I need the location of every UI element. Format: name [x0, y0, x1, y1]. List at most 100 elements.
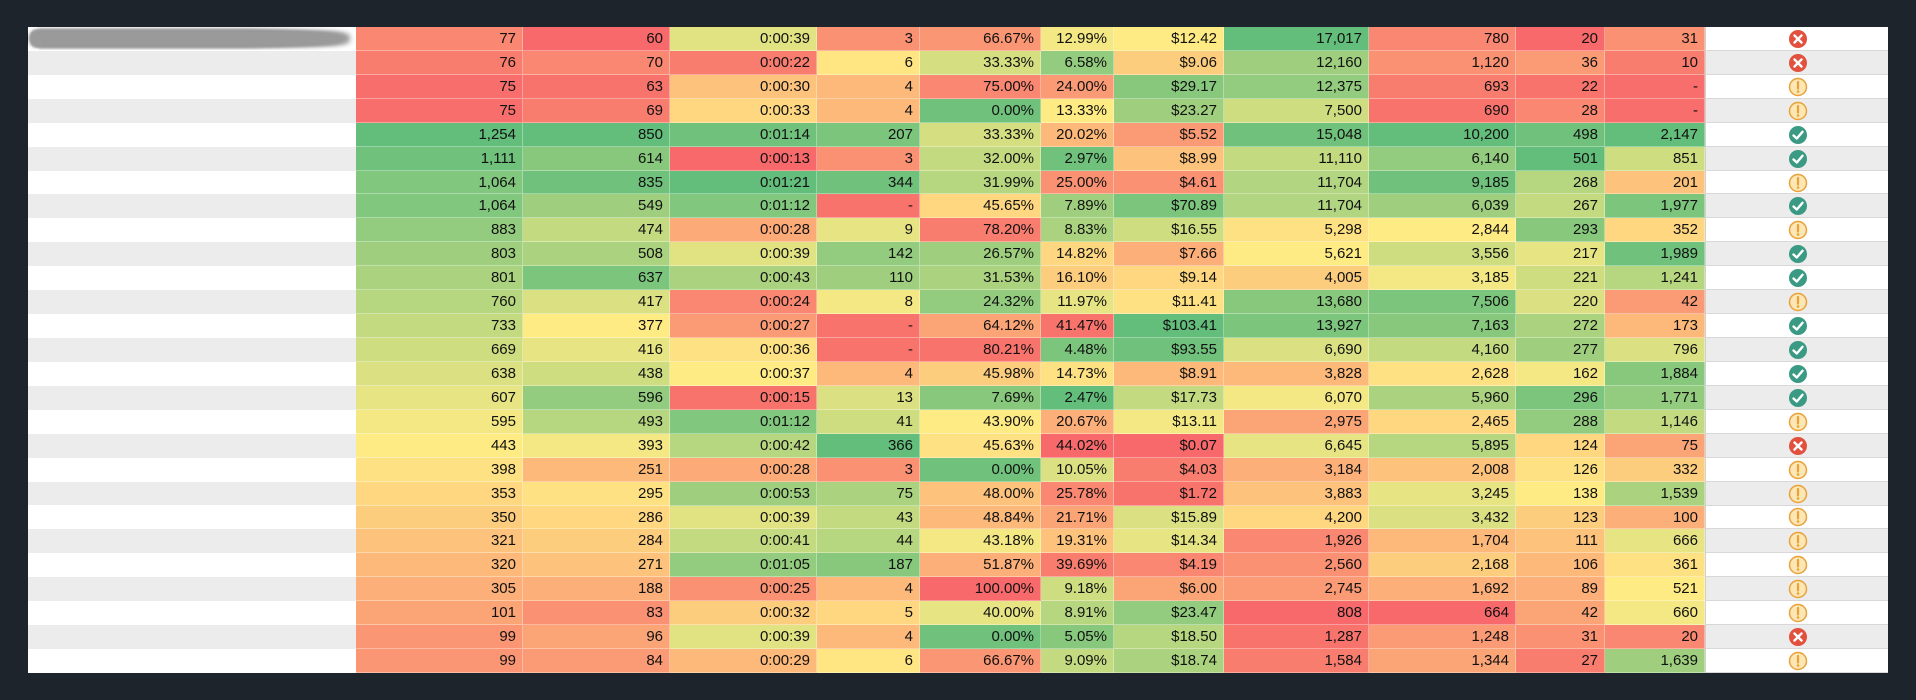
cell: 4 — [817, 625, 920, 650]
cell: 3,184 — [1224, 457, 1369, 482]
cell: $5.52 — [1114, 122, 1224, 147]
icon-part — [1791, 273, 1804, 283]
status-icon — [1788, 388, 1807, 407]
cell: 6,140 — [1369, 146, 1516, 171]
cell: 1,254 — [356, 122, 523, 147]
icon-part — [1791, 321, 1804, 331]
cell: 3 — [817, 146, 920, 171]
row-name — [28, 34, 356, 362]
cell: 39.69% — [1041, 553, 1114, 578]
cell: 0:00:27 — [670, 314, 817, 339]
cell: 17,017 — [1224, 27, 1369, 51]
cell: 1,064 — [356, 194, 523, 219]
cell: 1,884 — [1605, 361, 1705, 386]
cell: 3 — [817, 457, 920, 482]
cell: 66.67% — [920, 27, 1041, 51]
cell: 353 — [356, 481, 523, 506]
cell: $93.55 — [1114, 338, 1224, 362]
cell: 16.10% — [1041, 266, 1114, 291]
icon-part — [1791, 393, 1804, 403]
cell: 43.18% — [920, 529, 1041, 554]
cell: 9 — [817, 218, 920, 243]
cell: 5,895 — [1369, 433, 1516, 458]
row-name — [28, 34, 356, 338]
icon-part — [1792, 632, 1803, 642]
cell: 0:00:39 — [670, 505, 817, 530]
cell: 40.00% — [920, 601, 1041, 626]
cell: $23.27 — [1114, 98, 1224, 123]
cell: 64.12% — [920, 314, 1041, 339]
cell: 8.83% — [1041, 218, 1114, 243]
cell: $1.72 — [1114, 481, 1224, 506]
cell: 75 — [356, 98, 523, 123]
cell: 100.00% — [920, 577, 1041, 602]
cell: 21.71% — [1041, 505, 1114, 530]
cell: 99 — [356, 649, 523, 673]
row-name — [28, 34, 356, 386]
cell: 220 — [1516, 290, 1605, 315]
cell: 80.21% — [920, 338, 1041, 362]
cell: 173 — [1605, 314, 1705, 339]
status-icon — [1788, 125, 1807, 144]
cell: $0.07 — [1114, 433, 1224, 458]
cell: 45.98% — [920, 361, 1041, 386]
icon-part — [1796, 89, 1799, 93]
icon-part — [1791, 130, 1804, 140]
cell: 268 — [1516, 170, 1605, 195]
cell: 0:00:32 — [670, 601, 817, 626]
cell: 0:00:22 — [670, 50, 817, 75]
cell: 366 — [817, 433, 920, 458]
cell: 501 — [1516, 146, 1605, 171]
cell: - — [817, 314, 920, 339]
status-cell — [1705, 146, 1888, 171]
cell: 0:00:28 — [670, 218, 817, 243]
cell: 13.33% — [1041, 98, 1114, 123]
status-icon — [1788, 364, 1807, 383]
status-cell — [1705, 314, 1888, 339]
cell: 33.33% — [920, 50, 1041, 75]
cell: 1,064 — [356, 170, 523, 195]
cell: 1,692 — [1369, 577, 1516, 602]
cell: 7,500 — [1224, 98, 1369, 123]
row-name — [28, 34, 356, 626]
cell: 637 — [523, 266, 670, 291]
cell: 25.00% — [1041, 170, 1114, 195]
cell: 344 — [817, 170, 920, 195]
cell: 1,146 — [1605, 409, 1705, 434]
cell: 0:00:42 — [670, 433, 817, 458]
cell: 3,432 — [1369, 505, 1516, 530]
cell: $11.41 — [1114, 290, 1224, 315]
cell: 6,039 — [1369, 194, 1516, 219]
cell: 99 — [356, 625, 523, 650]
cell: 96 — [523, 625, 670, 650]
icon-part — [1796, 568, 1799, 572]
icon-part — [1788, 317, 1807, 336]
cell: 498 — [1516, 122, 1605, 147]
cell: 0:00:25 — [670, 577, 817, 602]
cell: 9.18% — [1041, 577, 1114, 602]
cell: 361 — [1605, 553, 1705, 578]
cell: $18.50 — [1114, 625, 1224, 650]
cell: 295 — [523, 481, 670, 506]
status-icon — [1788, 101, 1807, 120]
cell: 41.47% — [1041, 314, 1114, 339]
status-icon — [1788, 340, 1807, 359]
cell: 474 — [523, 218, 670, 243]
cell: 48.00% — [920, 481, 1041, 506]
cell: 286 — [523, 505, 670, 530]
row-name — [28, 34, 356, 291]
cell: 13,680 — [1224, 290, 1369, 315]
status-cell — [1705, 553, 1888, 578]
cell: 6,690 — [1224, 338, 1369, 362]
icon-part — [1788, 269, 1807, 288]
cell: 690 — [1369, 98, 1516, 123]
cell: 5.05% — [1041, 625, 1114, 650]
status-icon — [1788, 77, 1807, 97]
cell: 1,989 — [1605, 242, 1705, 267]
cell: 1,539 — [1605, 481, 1705, 506]
cell: 221 — [1516, 266, 1605, 291]
cell: 60 — [523, 27, 670, 51]
icon-part — [1788, 340, 1807, 359]
heatmap-table: 77 60 0:00:39 3 66.67% 12.99% $12.42 17,017 780 2… — [28, 27, 1888, 673]
row-name — [28, 34, 356, 171]
